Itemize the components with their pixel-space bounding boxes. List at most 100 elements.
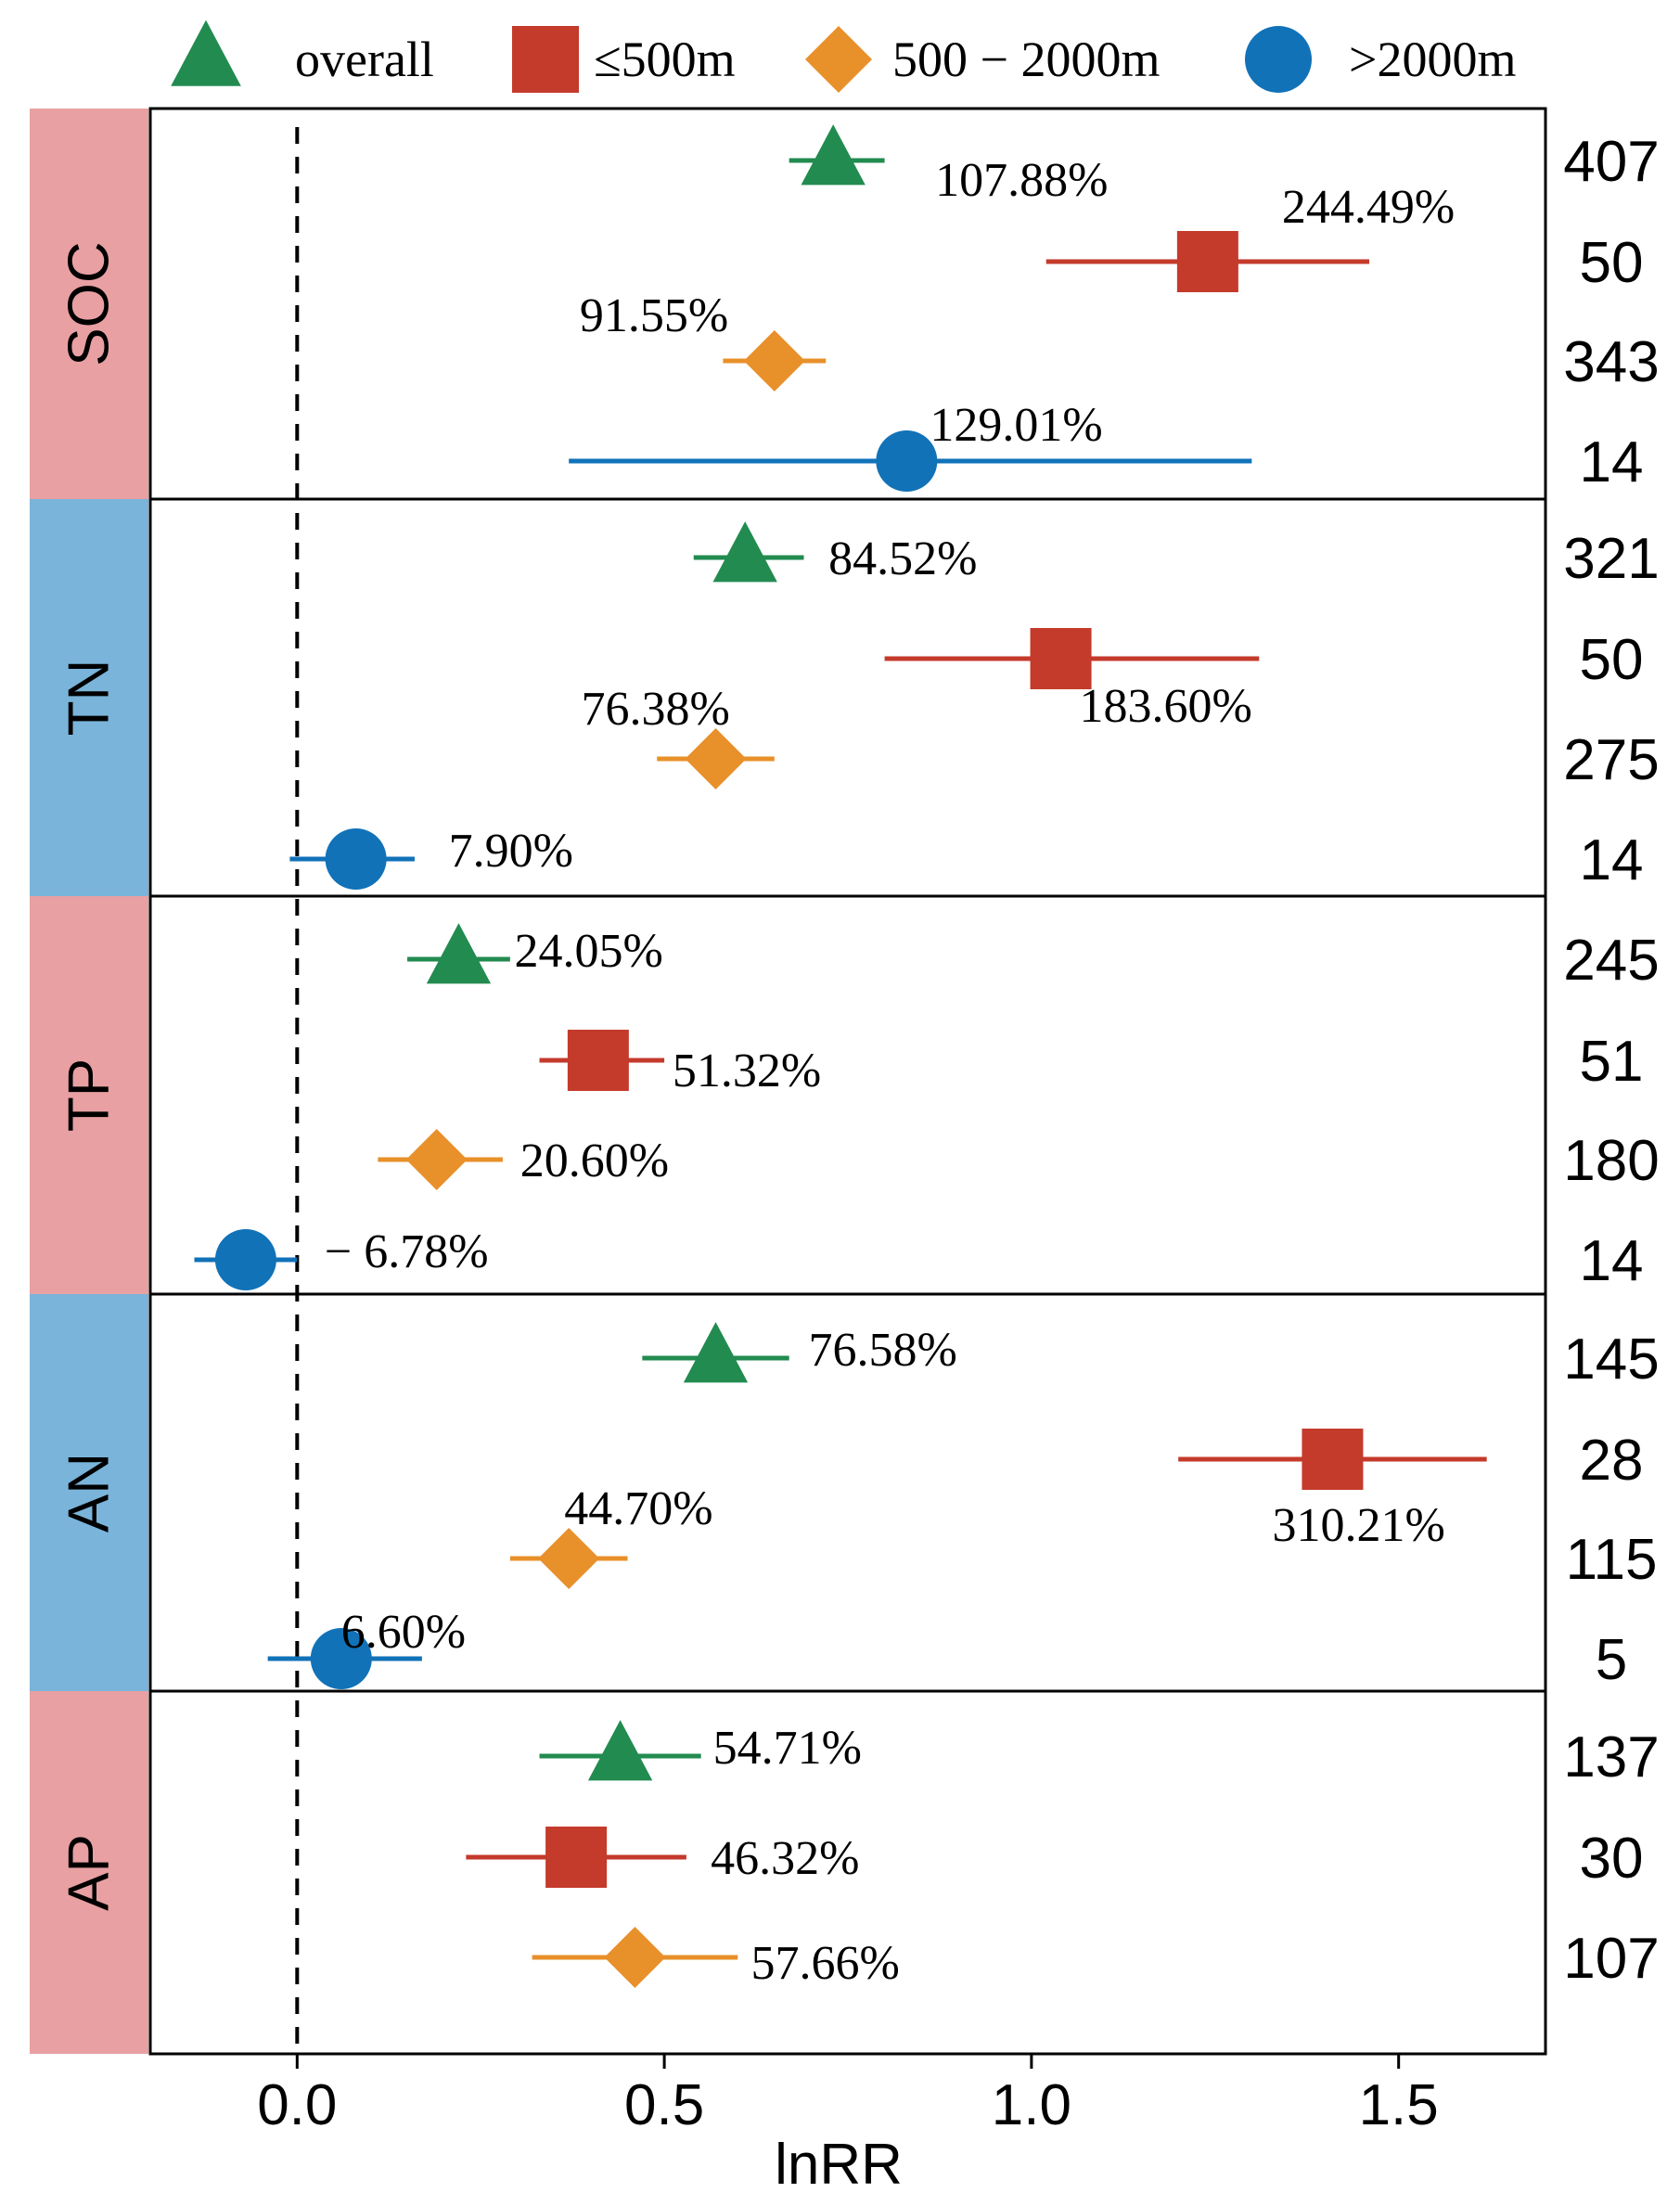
legend-item-high: >2000m: [1245, 26, 1516, 93]
point-triangle: [712, 521, 777, 583]
sample-size-label: 145: [1563, 1327, 1659, 1391]
row-soc-low: 244.49% 50: [1045, 181, 1644, 295]
effect-label: 54.71%: [713, 1722, 862, 1775]
effect-label: 51.32%: [673, 1045, 821, 1097]
effect-label: 76.38%: [582, 683, 730, 736]
effect-label: 7.90%: [449, 825, 573, 878]
legend-label: 500 − 2000m: [892, 32, 1160, 87]
group-strip-an: [30, 1294, 148, 1691]
point-square: [1302, 1429, 1364, 1490]
row-tp-mid: 20.60% 180: [378, 1129, 1660, 1193]
sample-size-label: 107: [1563, 1927, 1659, 1991]
row-tp-high: − 6.78% 14: [194, 1225, 1643, 1293]
legend-marker-circle: [1245, 26, 1312, 93]
legend-item-mid: 500 − 2000m: [805, 26, 1160, 93]
row-an-overall: 76.58% 145: [642, 1322, 1660, 1391]
sample-size-label: 407: [1563, 130, 1659, 194]
point-diamond: [685, 728, 747, 789]
effect-label: 244.49%: [1282, 181, 1455, 234]
point-diamond: [538, 1528, 600, 1589]
row-soc-mid: 91.55% 343: [580, 289, 1660, 394]
point-circle: [310, 1628, 372, 1689]
group-label-ap: AP: [58, 1834, 122, 1911]
legend-marker-triangle: [171, 19, 241, 86]
point-circle: [876, 430, 938, 492]
group-label-tp: TP: [58, 1058, 122, 1132]
row-soc-high: 129.01% 14: [569, 399, 1643, 494]
effect-label: 6.60%: [341, 1606, 466, 1659]
row-an-high: 6.60% 5: [267, 1606, 1627, 1692]
point-square: [1030, 628, 1092, 689]
row-tn-high: 7.90% 14: [289, 825, 1643, 892]
point-triangle: [801, 124, 866, 186]
point-circle: [214, 1229, 276, 1290]
effect-label: 57.66%: [750, 1937, 899, 1990]
sample-size-label: 343: [1563, 330, 1659, 394]
effect-label: 44.70%: [564, 1482, 712, 1535]
point-square: [1176, 231, 1238, 292]
legend-item-overall: overall: [171, 19, 434, 87]
effect-label: 129.01%: [930, 399, 1102, 452]
row-tn-overall: 84.52% 321: [693, 521, 1660, 591]
effect-label: 24.05%: [514, 925, 662, 978]
row-ap-mid: 57.66% 107: [532, 1927, 1660, 1991]
legend-item-low: ≤500m: [512, 26, 736, 93]
row-tp-low: 51.32% 51: [539, 1030, 1644, 1097]
sample-size-label: 14: [1580, 1229, 1644, 1293]
effect-label: 76.58%: [809, 1324, 957, 1377]
point-triangle: [587, 1720, 653, 1781]
group-strip-ap: [30, 1691, 148, 2054]
x-axis-label: lnRR: [775, 2133, 903, 2193]
row-ap-overall: 54.71% 137: [539, 1720, 1660, 1789]
effect-label: − 6.78%: [325, 1225, 489, 1278]
legend-marker-square: [512, 26, 579, 93]
point-square: [545, 1827, 608, 1888]
group-label-soc: SOC: [58, 241, 122, 366]
row-soc-overall: 107.88% 407: [789, 124, 1660, 207]
x-tick-label: 1.0: [992, 2073, 1071, 2137]
plot-frame: [148, 107, 1547, 2056]
row-tp-overall: 24.05% 245: [407, 923, 1660, 993]
effect-label: 46.32%: [711, 1832, 859, 1885]
group-strip-soc: [30, 109, 148, 499]
effect-label: 91.55%: [580, 289, 728, 342]
row-an-low: 310.21% 28: [1178, 1429, 1643, 1552]
legend-label: >2000m: [1349, 32, 1516, 87]
sample-size-label: 14: [1580, 430, 1644, 494]
group-label-an: AN: [58, 1453, 122, 1533]
group-strip-tn: [30, 499, 148, 896]
group-label-tn: TN: [58, 660, 122, 737]
legend-marker-diamond: [805, 26, 872, 93]
x-tick-label: 0.0: [257, 2073, 337, 2137]
effect-label: 84.52%: [828, 532, 977, 585]
row-tn-low: 183.60% 50: [884, 628, 1644, 733]
point-diamond: [743, 330, 805, 391]
sample-size-label: 245: [1563, 929, 1659, 993]
sample-size-label: 137: [1563, 1725, 1659, 1789]
effect-label: 20.60%: [520, 1135, 669, 1187]
sample-size-label: 28: [1580, 1429, 1644, 1493]
row-ap-low: 46.32% 30: [466, 1827, 1643, 1891]
effect-label: 310.21%: [1272, 1499, 1444, 1552]
sample-size-label: 50: [1580, 231, 1644, 295]
sample-size-label: 30: [1580, 1827, 1644, 1891]
sample-size-label: 321: [1563, 527, 1659, 591]
x-tick-label: 0.5: [624, 2073, 704, 2137]
point-circle: [325, 828, 387, 890]
sample-size-label: 180: [1563, 1129, 1659, 1193]
legend-label: ≤500m: [594, 32, 736, 87]
sample-size-label: 51: [1580, 1030, 1644, 1094]
sample-size-label: 50: [1580, 628, 1644, 692]
x-tick-label: 1.5: [1359, 2073, 1439, 2137]
effect-label: 183.60%: [1080, 680, 1252, 733]
group-strip-tp: [30, 896, 148, 1294]
point-triangle: [426, 923, 492, 984]
point-triangle: [683, 1322, 749, 1383]
point-square: [567, 1030, 629, 1091]
point-diamond: [405, 1129, 468, 1190]
legend-label: overall: [295, 32, 434, 87]
row-an-mid: 44.70% 115: [509, 1482, 1657, 1592]
row-tn-mid: 76.38% 275: [582, 683, 1660, 792]
